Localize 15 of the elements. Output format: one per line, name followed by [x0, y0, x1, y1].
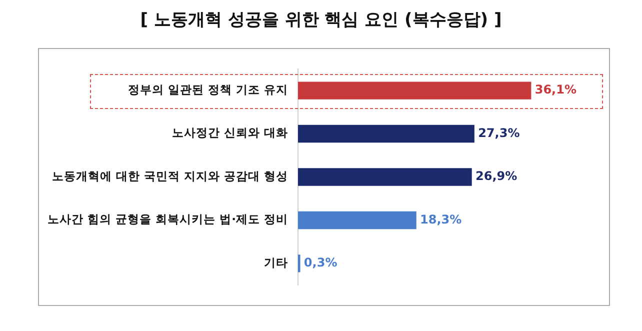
data-label: 36,1%	[534, 82, 576, 97]
data-label: 26,9%	[476, 169, 518, 184]
bar	[298, 211, 416, 230]
bar	[298, 82, 532, 100]
data-label: 0,3%	[304, 256, 338, 270]
y-tick-label: 노사간 힘의 균형을 회복시키는 법·제도 정비	[48, 212, 288, 226]
y-tick-label: 노사정간 신뢰와 대화	[172, 126, 288, 140]
chart-title: [ 노동개혁 성공을 위한 핵심 요인 (복수응답) ]	[139, 9, 503, 32]
y-tick-label: 노동개혁에 대한 국민적 지지와 공감대 형성	[52, 168, 288, 183]
bar	[298, 124, 474, 143]
bar	[298, 168, 472, 186]
data-label: 18,3%	[420, 212, 462, 226]
y-tick-label: 정부의 일관된 정책 기조 유지	[128, 82, 288, 97]
data-label: 27,3%	[478, 126, 520, 140]
y-tick-label: 기타	[264, 255, 288, 270]
